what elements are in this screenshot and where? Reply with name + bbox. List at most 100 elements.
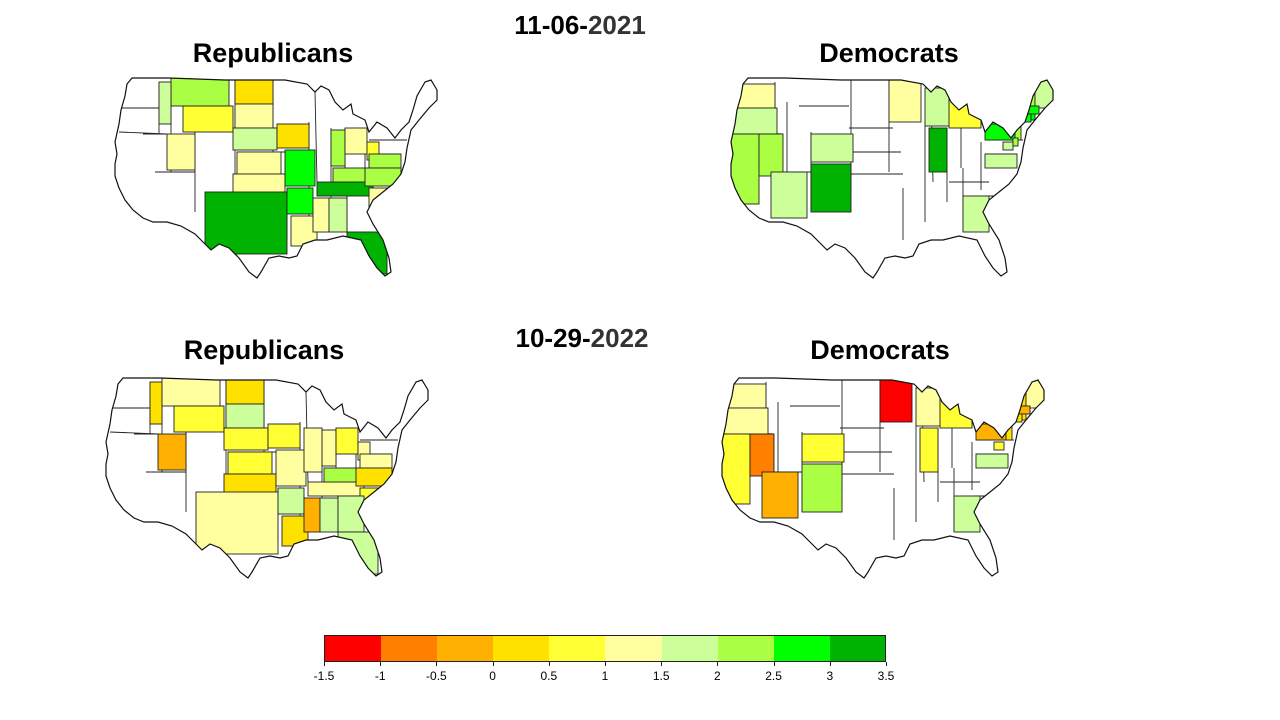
state-ma: [1022, 105, 1040, 115]
colorbar-tick-label: -1: [374, 669, 386, 683]
state-nm: [810, 163, 852, 213]
colorbar-tick-label: 3.5: [877, 669, 895, 683]
state-il: [919, 427, 939, 473]
us-map-svg: [114, 77, 438, 279]
state-ne: [232, 127, 278, 151]
us-map-svg: [730, 77, 1054, 279]
state-nm: [801, 463, 843, 513]
state-al: [328, 197, 348, 233]
state-ny: [981, 397, 1013, 423]
colorbar-tickmark: [324, 662, 325, 666]
state-va: [975, 453, 1009, 469]
colorbar-segment: [548, 635, 606, 662]
state-ia: [267, 423, 301, 449]
state-border: [109, 431, 159, 435]
state-nj: [1005, 425, 1013, 441]
state-border: [314, 91, 318, 183]
state-ri: [1021, 413, 1027, 421]
state-mi: [939, 395, 973, 429]
state-il: [928, 127, 948, 173]
colorbar-tick-label: 1.5: [652, 669, 670, 683]
state-border: [118, 131, 168, 135]
us-outline: [114, 77, 438, 279]
us-outline: [730, 77, 1054, 279]
panel-title-rep-2022: Republicans: [183, 335, 345, 365]
us-map-rep-2022: [98, 372, 432, 582]
colorbar-tickmark: [773, 662, 775, 666]
state-va: [368, 153, 402, 169]
state-wy: [173, 405, 225, 433]
state-nv: [758, 133, 784, 177]
colorbar-segment: [717, 635, 775, 662]
state-va: [359, 453, 393, 469]
colorbar-segment: [380, 635, 437, 662]
us-map-svg: [105, 377, 429, 579]
state-vt: [1009, 385, 1019, 405]
state-mt: [170, 78, 230, 107]
colorbar-tickmark: [829, 662, 831, 666]
state-mi: [948, 95, 982, 129]
colorbar-tick-label: 3: [826, 669, 834, 683]
colorbar-segment: [773, 635, 831, 662]
colorbar-segment: [661, 635, 718, 662]
state-in: [330, 129, 346, 167]
state-co: [801, 433, 845, 463]
state-sc: [368, 187, 390, 209]
colorbar: [324, 635, 887, 662]
state-mt: [161, 378, 221, 407]
state-az: [761, 471, 799, 519]
state-nc: [355, 467, 393, 487]
date-year: 2022: [590, 323, 649, 353]
state-ia: [276, 123, 310, 149]
colorbar-tickmark: [661, 662, 663, 666]
colorbar-frame: [324, 635, 886, 662]
date-text: 11-06-: [514, 10, 588, 40]
state-or: [722, 407, 769, 435]
colorbar-tickmark: [436, 662, 438, 666]
state-ut: [157, 433, 187, 471]
state-ny: [990, 97, 1022, 123]
state-nc: [364, 167, 402, 187]
states-layer: [115, 78, 407, 275]
us-map-dem-2022: [714, 372, 1048, 582]
state-az: [770, 171, 808, 219]
colorbar-tick-label: 2: [714, 669, 721, 683]
colorbar-segment: [605, 635, 662, 662]
us-map-svg: [721, 377, 1045, 579]
state-oh: [335, 427, 359, 455]
state-md: [1002, 141, 1014, 151]
state-id: [158, 81, 172, 125]
state-ga: [337, 495, 365, 533]
state-ms: [303, 497, 321, 533]
colorbar-tickmark: [886, 662, 887, 666]
state-il: [303, 427, 323, 473]
colorbar-segment: [436, 635, 494, 662]
colorbar-tickmark: [717, 662, 719, 666]
state-nd: [225, 379, 265, 405]
state-vt: [1018, 85, 1028, 105]
colorbar-segment: [829, 635, 887, 662]
state-nd: [234, 79, 274, 105]
panel-title-dem-2022: Democrats: [810, 335, 950, 365]
colorbar-tickmark: [380, 662, 382, 666]
state-mn: [888, 78, 922, 123]
colorbar-tick-label: 0.5: [540, 669, 558, 683]
date-text: 10-29-: [515, 323, 591, 353]
state-id: [149, 381, 163, 425]
state-ca: [731, 133, 760, 205]
us-map-dem-2021: [723, 72, 1057, 282]
state-mo: [275, 449, 307, 487]
colorbar-segment: [492, 635, 550, 662]
date-title-2: 10-29-2022: [516, 323, 649, 354]
state-ar: [277, 487, 305, 515]
state-va: [984, 153, 1018, 169]
colorbar-segment: [324, 635, 381, 662]
state-co: [810, 133, 854, 163]
state-mo: [284, 149, 316, 187]
state-ne: [223, 427, 269, 451]
us-outline: [105, 377, 429, 579]
state-wy: [182, 105, 234, 133]
colorbar-tickmark: [605, 662, 606, 666]
state-nv: [749, 433, 775, 477]
state-ar: [286, 187, 314, 215]
